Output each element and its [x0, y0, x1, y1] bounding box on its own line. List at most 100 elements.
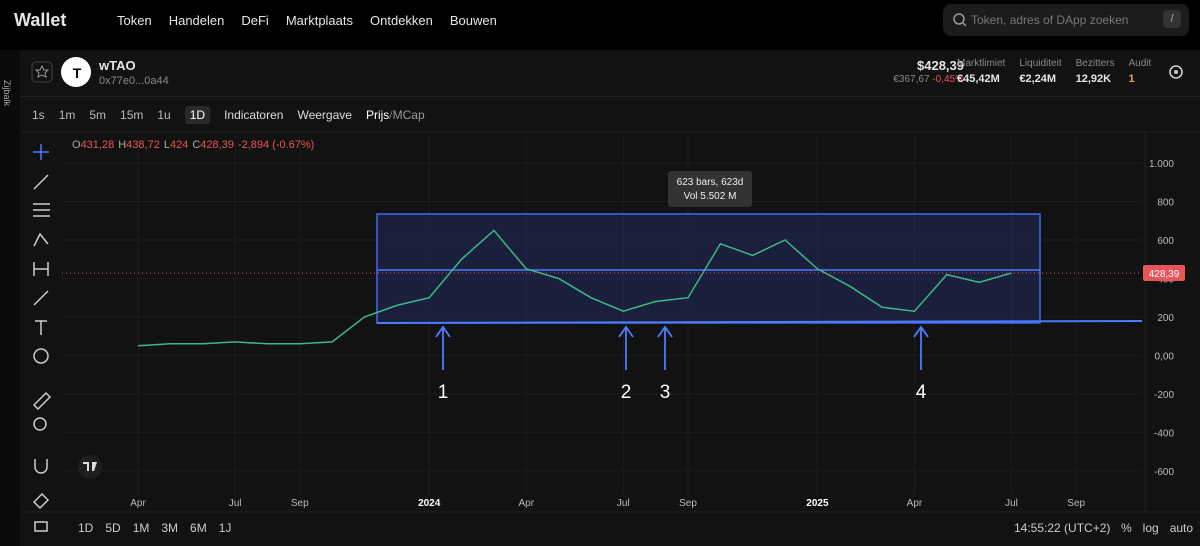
- stat: Marktlimiet €45,42M: [957, 58, 1005, 85]
- nav-item[interactable]: Marktplaats: [285, 13, 354, 28]
- tv-logo-mark: [83, 462, 97, 471]
- top-nav: Wallet Token Handelen DeFi Marktplaats Ontde…: [0, 0, 1200, 44]
- nav-item[interactable]: Ontdekken: [370, 13, 433, 28]
- ohlc-value: 428,39: [200, 139, 234, 151]
- y-tick-label: -600: [1154, 467, 1174, 478]
- search-placeholder: Token, adres of DApp zoeken: [971, 13, 1129, 27]
- ohlc-key: C: [192, 139, 201, 151]
- interval[interactable]: 1s: [32, 108, 45, 122]
- price-line: [138, 229, 1012, 347]
- token-address[interactable]: 0x77e0...0a44: [99, 75, 169, 87]
- stat-label: Marktlimiet: [957, 58, 1006, 69]
- support-line: [376, 320, 1143, 324]
- x-tick-label: Jul: [229, 498, 242, 509]
- token-icons: [31, 57, 91, 87]
- range-buttons: 1D 5D 1M 3M 6M 1J: [78, 521, 231, 535]
- search-icon: [953, 13, 967, 27]
- stat-label: Bezitters: [1075, 58, 1115, 69]
- interval[interactable]: 15m: [120, 108, 144, 122]
- x-tick-label: Apr: [518, 498, 534, 509]
- scale-option[interactable]: %: [1121, 521, 1132, 535]
- x-tick-label: Sep: [1067, 498, 1085, 509]
- x-tick-label: Sep: [679, 498, 697, 509]
- chart-tools[interactable]: [32, 144, 52, 532]
- ohlc-value: 438,72: [126, 139, 160, 151]
- range-tooltip: [668, 171, 752, 207]
- ohlc-change: -2,894 (-0.67%): [237, 139, 315, 151]
- x-tick-label: Jul: [617, 498, 630, 509]
- marker-label: 3: [660, 382, 671, 403]
- marker-arrow: [657, 325, 673, 370]
- stat: Audit 1: [1129, 58, 1152, 85]
- toolbar-display[interactable]: Weergave: [297, 108, 352, 122]
- x-tick-label: 2024: [418, 498, 441, 509]
- marker-label: 4: [916, 382, 927, 403]
- token-avatar: T: [72, 65, 82, 81]
- y-tick-label: -200: [1154, 390, 1174, 401]
- stat-value: 1: [1128, 73, 1135, 85]
- stat: Bezitters 12,92K: [1076, 58, 1115, 85]
- stat-value: €2,24M: [1019, 73, 1057, 85]
- toolbar-indicators[interactable]: Indicatoren: [224, 108, 284, 122]
- chart-toolbar: 1s 1m 5m 15m 1u 1D Indicatoren Weergave Prijs/MC…: [32, 106, 425, 124]
- last-price-badge: [1143, 265, 1185, 282]
- range-button[interactable]: 1D: [78, 521, 94, 535]
- brand[interactable]: Wallet: [14, 10, 67, 30]
- nav-item[interactable]: Handelen: [168, 13, 225, 28]
- range-button[interactable]: 5D: [105, 521, 121, 535]
- nav-item[interactable]: DeFi: [241, 13, 269, 28]
- scale-option[interactable]: log: [1142, 521, 1159, 535]
- sidebar-label[interactable]: Zijbalk: [2, 80, 12, 107]
- main-panel: [20, 50, 1200, 546]
- x-tick-label: Jul: [1005, 498, 1018, 509]
- search-shortcut: /: [1163, 10, 1181, 28]
- scale-options: % log auto: [1121, 521, 1193, 535]
- y-tick-label: 200: [1157, 313, 1174, 324]
- scale-option[interactable]: auto: [1169, 521, 1194, 535]
- ohlc-key: L: [163, 139, 170, 151]
- x-tick-label: Apr: [907, 498, 923, 509]
- toolbar-price: Prijs: [365, 108, 390, 122]
- stat-value: 12,92K: [1075, 73, 1112, 85]
- nav-item[interactable]: Bouwen: [449, 13, 497, 28]
- range-tooltip-text: 623 bars, 623d: [677, 177, 744, 188]
- y-tick-label: 600: [1157, 236, 1174, 247]
- x-tick-label: Sep: [291, 498, 309, 509]
- x-tick-label: Apr: [130, 498, 146, 509]
- range-button[interactable]: 1M: [132, 521, 150, 535]
- stat-value: €45,42M: [957, 73, 1000, 85]
- range-button[interactable]: 3M: [161, 521, 179, 535]
- range-button[interactable]: 1J: [218, 521, 232, 535]
- interval[interactable]: 1u: [157, 108, 171, 122]
- token-stats: Marktlimiet €45,42M Liquiditeit €2,24M Bezit…: [957, 58, 1151, 85]
- marker-arrow: [618, 325, 634, 370]
- price-mcap-toggle[interactable]: Prijs/MCap: [366, 108, 425, 122]
- interval[interactable]: 1D: [184, 106, 211, 124]
- ohlc-legend: O431,28 H438,72 L424 C428,39 -2,894 (-0.67%): [72, 139, 314, 151]
- ohlc-value: 424: [169, 139, 189, 151]
- y-tick-label: 800: [1157, 198, 1174, 209]
- stat-label: Liquiditeit: [1019, 58, 1062, 69]
- range-box[interactable]: [376, 213, 1041, 324]
- x-tick-label: 2025: [806, 498, 829, 509]
- sidebar[interactable]: Zijbalk: [0, 50, 20, 546]
- y-tick-label: -400: [1154, 428, 1174, 439]
- tv-logo[interactable]: [78, 455, 102, 479]
- toolbar-separator: /: [389, 108, 393, 122]
- search-box[interactable]: Token, adres of DApp zoeken /: [943, 4, 1189, 36]
- interval[interactable]: 5m: [89, 108, 107, 122]
- range-button[interactable]: 6M: [190, 521, 207, 535]
- nav-items: Token Handelen DeFi Marktplaats Ontdekken Bou…: [117, 13, 497, 28]
- interval[interactable]: 1m: [58, 108, 76, 122]
- ohlc-key: H: [118, 139, 127, 151]
- stat-label: Audit: [1128, 58, 1152, 69]
- marker-label: 1: [438, 382, 449, 403]
- settings-icon[interactable]: [1166, 62, 1186, 82]
- ohlc-key: O: [72, 139, 81, 151]
- stat: Liquiditeit €2,24M: [1019, 58, 1061, 85]
- nav-item[interactable]: Token: [117, 13, 152, 28]
- clock: 14:55:22 (UTC+2): [1014, 521, 1111, 535]
- grid: [62, 135, 1142, 495]
